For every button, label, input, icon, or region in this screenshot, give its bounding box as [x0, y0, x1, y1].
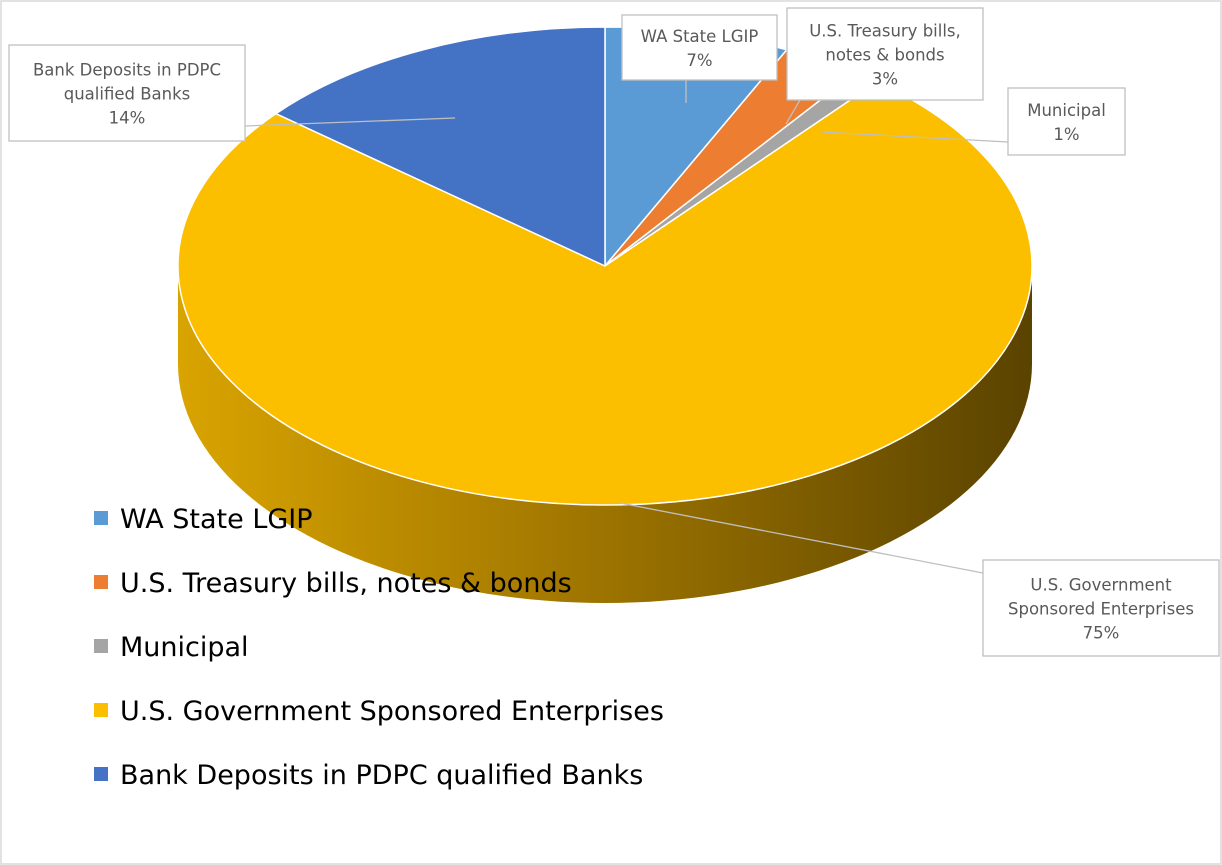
leader-line-u-s-government-sponsored-enterprises	[619, 502, 984, 574]
legend-swatch-municipal	[94, 639, 108, 653]
callout-leader-lines	[244, 80, 1009, 574]
data-label-text-bank-deposits-in-pdpc-qualified-banks: Bank Deposits in PDPC	[33, 61, 221, 80]
data-label-value-municipal: 1%	[1053, 125, 1079, 144]
callout-box-wa-state-lgip	[621, 14, 778, 81]
leader-line-municipal	[821, 131, 1009, 143]
data-label-value-bank-deposits-in-pdpc-qualified-banks: 14%	[109, 109, 146, 128]
legend-swatch-u-s-treasury-bills-notes-bonds	[94, 575, 108, 589]
pie-slice-u-s-government-sponsored-enterprises	[177, 81, 1033, 506]
legend-label-municipal: Municipal	[120, 632, 249, 663]
legend-label-u-s-government-sponsored-enterprises: U.S. Government Sponsored Enterprises	[120, 696, 664, 727]
data-label-text-u-s-government-sponsored-enterprises: U.S. Government	[1030, 576, 1172, 595]
data-label-text-u-s-treasury-bills-notes-bonds: notes & bonds	[825, 46, 944, 65]
legend-label-wa-state-lgip: WA State LGIP	[120, 504, 313, 535]
legend-label-bank-deposits-in-pdpc-qualified-banks: Bank Deposits in PDPC qualified Banks	[120, 760, 643, 791]
data-label-text-municipal: Municipal	[1027, 101, 1106, 120]
pie-side-walls	[178, 266, 1032, 603]
callout-box-bank-deposits-in-pdpc-qualified-banks	[8, 44, 246, 142]
data-label-value-u-s-government-sponsored-enterprises: 75%	[1083, 624, 1120, 643]
data-label-text-bank-deposits-in-pdpc-qualified-banks: qualified Banks	[64, 85, 191, 104]
leader-line-bank-deposits-in-pdpc-qualified-banks	[244, 117, 456, 127]
data-label-text-u-s-government-sponsored-enterprises: Sponsored Enterprises	[1008, 600, 1194, 619]
legend-swatch-bank-deposits-in-pdpc-qualified-banks	[94, 767, 108, 781]
callout-box-u-s-government-sponsored-enterprises	[982, 559, 1220, 657]
legend-swatch-u-s-government-sponsored-enterprises	[94, 703, 108, 717]
pie-side-u-s-government-sponsored-enterprises	[178, 266, 1032, 603]
data-label-text-wa-state-lgip: WA State LGIP	[641, 27, 759, 46]
pie-slices	[177, 26, 1033, 506]
legend-swatch-wa-state-lgip	[94, 511, 108, 525]
data-label-value-u-s-treasury-bills-notes-bonds: 3%	[872, 70, 898, 89]
data-label-callouts: WA State LGIP 7% U.S. Treasury bills, notes…	[8, 7, 1220, 657]
leader-line-u-s-treasury-bills-notes-bonds	[785, 99, 801, 125]
callout-box-u-s-treasury-bills-notes-bonds	[786, 7, 984, 101]
legend-label-u-s-treasury-bills-notes-bonds: U.S. Treasury bills, notes & bonds	[120, 568, 572, 599]
data-label-text-u-s-treasury-bills-notes-bonds: U.S. Treasury bills,	[809, 22, 961, 41]
data-label-value-wa-state-lgip: 7%	[686, 51, 712, 70]
callout-box-municipal	[1007, 87, 1126, 156]
chart-legend: WA State LGIP U.S. Treasury bills, notes …	[94, 504, 664, 791]
pie-slice-bank-deposits-in-pdpc-qualified-banks	[275, 26, 606, 267]
